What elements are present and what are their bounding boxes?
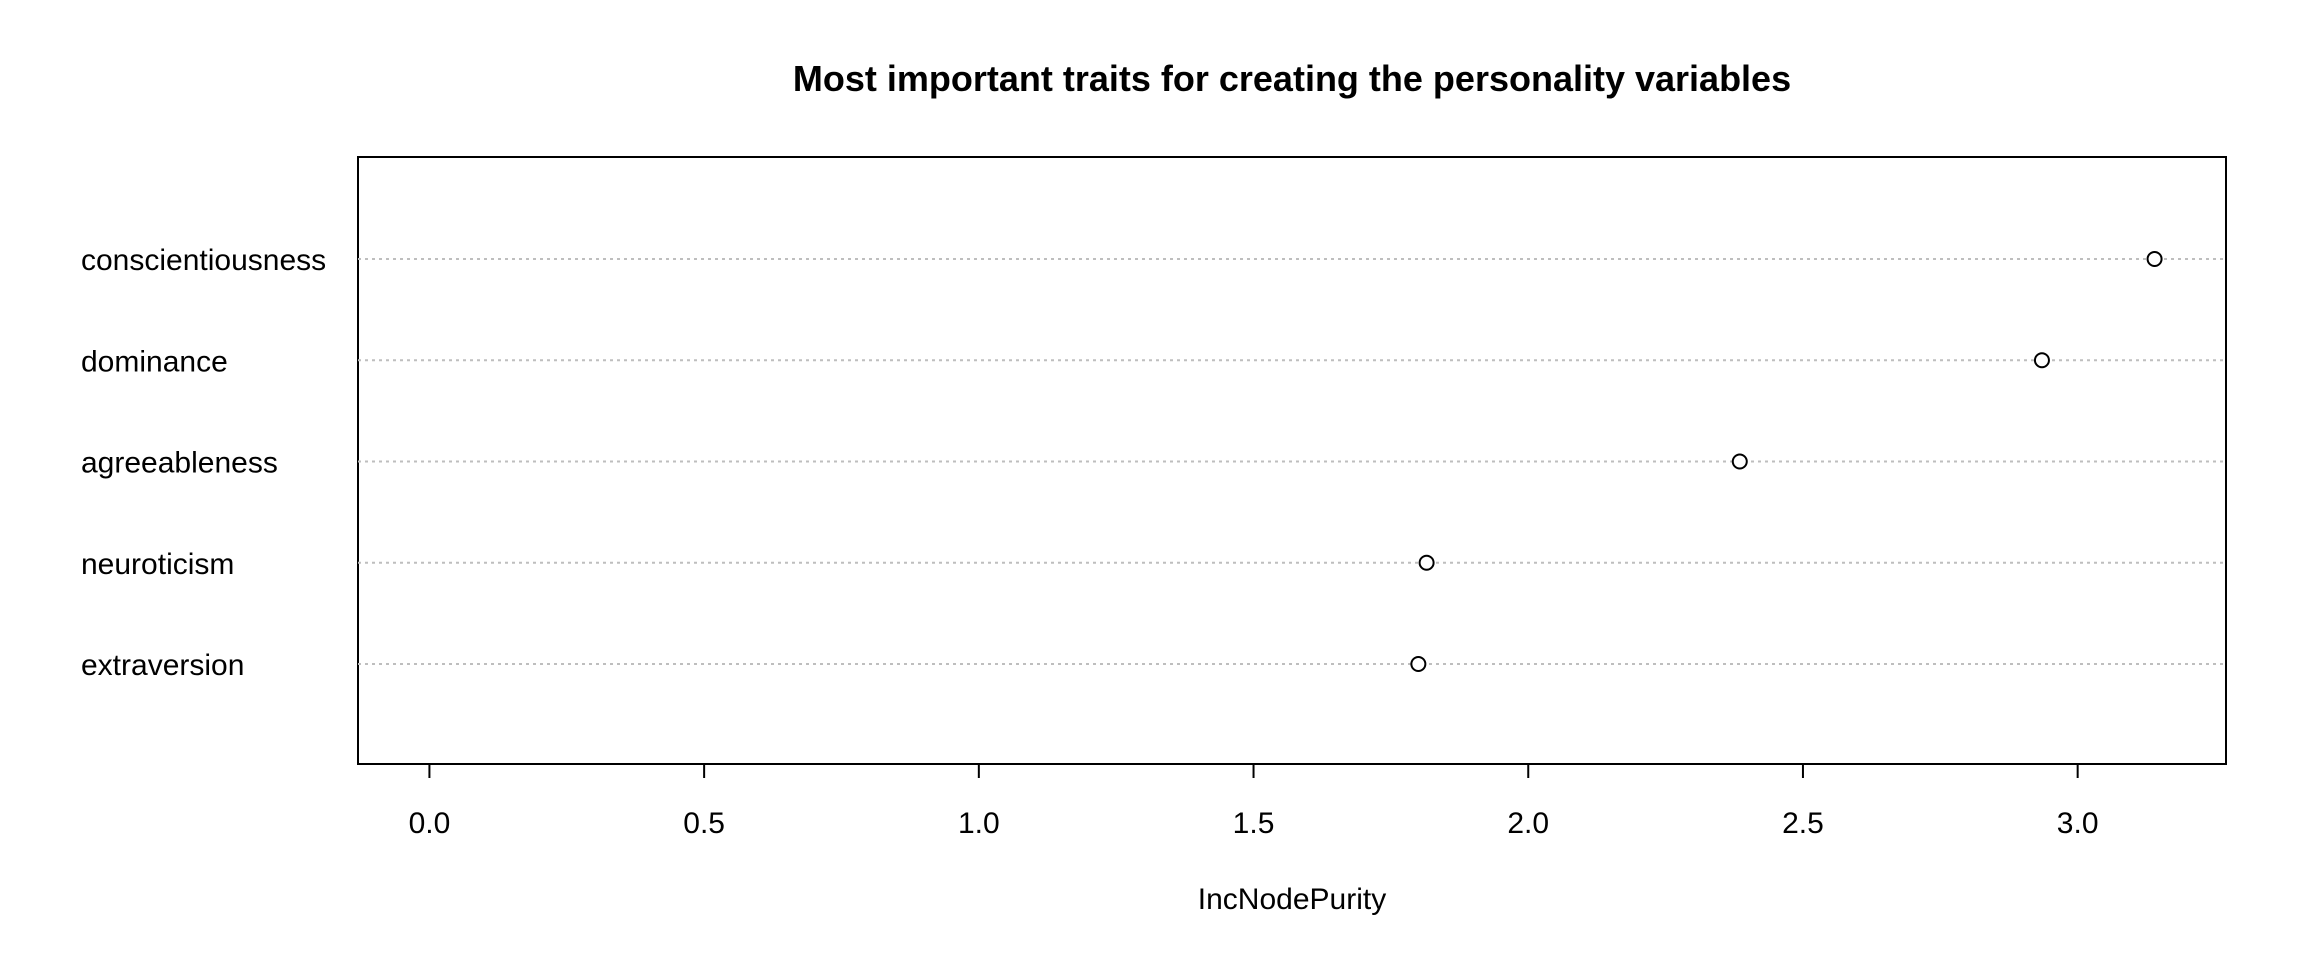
point-extraversion (1410, 656, 1427, 672)
x-tick-label-2.0: 2.0 (1507, 807, 1549, 840)
x-tick-label-1.0: 1.0 (958, 807, 1000, 840)
x-tick-label-2.5: 2.5 (1782, 807, 1824, 840)
point-neuroticism (1418, 554, 1435, 571)
category-label-extraversion: extraversion (81, 649, 244, 682)
x-tick-label-3.0: 3.0 (2057, 807, 2099, 840)
category-label-neuroticism: neuroticism (81, 548, 234, 581)
x-tick-label-1.5: 1.5 (1233, 807, 1275, 840)
point-agreeableness (1731, 453, 1748, 470)
x-tick-label-0.5: 0.5 (683, 807, 725, 840)
x-axis: 0.0 0.5 1.0 1.5 2.0 2.5 3.0 (409, 763, 2099, 840)
data-points (1410, 251, 2163, 672)
category-labels: conscientiousness dominance agreeableness n… (81, 244, 326, 682)
gridlines (358, 258, 2226, 665)
category-label-dominance: dominance (81, 345, 228, 378)
point-conscientiousness (2146, 251, 2163, 267)
x-axis-title: IncNodePurity (1198, 883, 1386, 916)
category-label-conscientiousness: conscientiousness (81, 244, 326, 277)
point-dominance (2033, 352, 2050, 369)
category-label-agreeableness: agreeableness (81, 447, 278, 480)
x-tick-label-0.0: 0.0 (409, 807, 451, 840)
chart-title: Most important traits for creating the p… (793, 58, 1791, 99)
